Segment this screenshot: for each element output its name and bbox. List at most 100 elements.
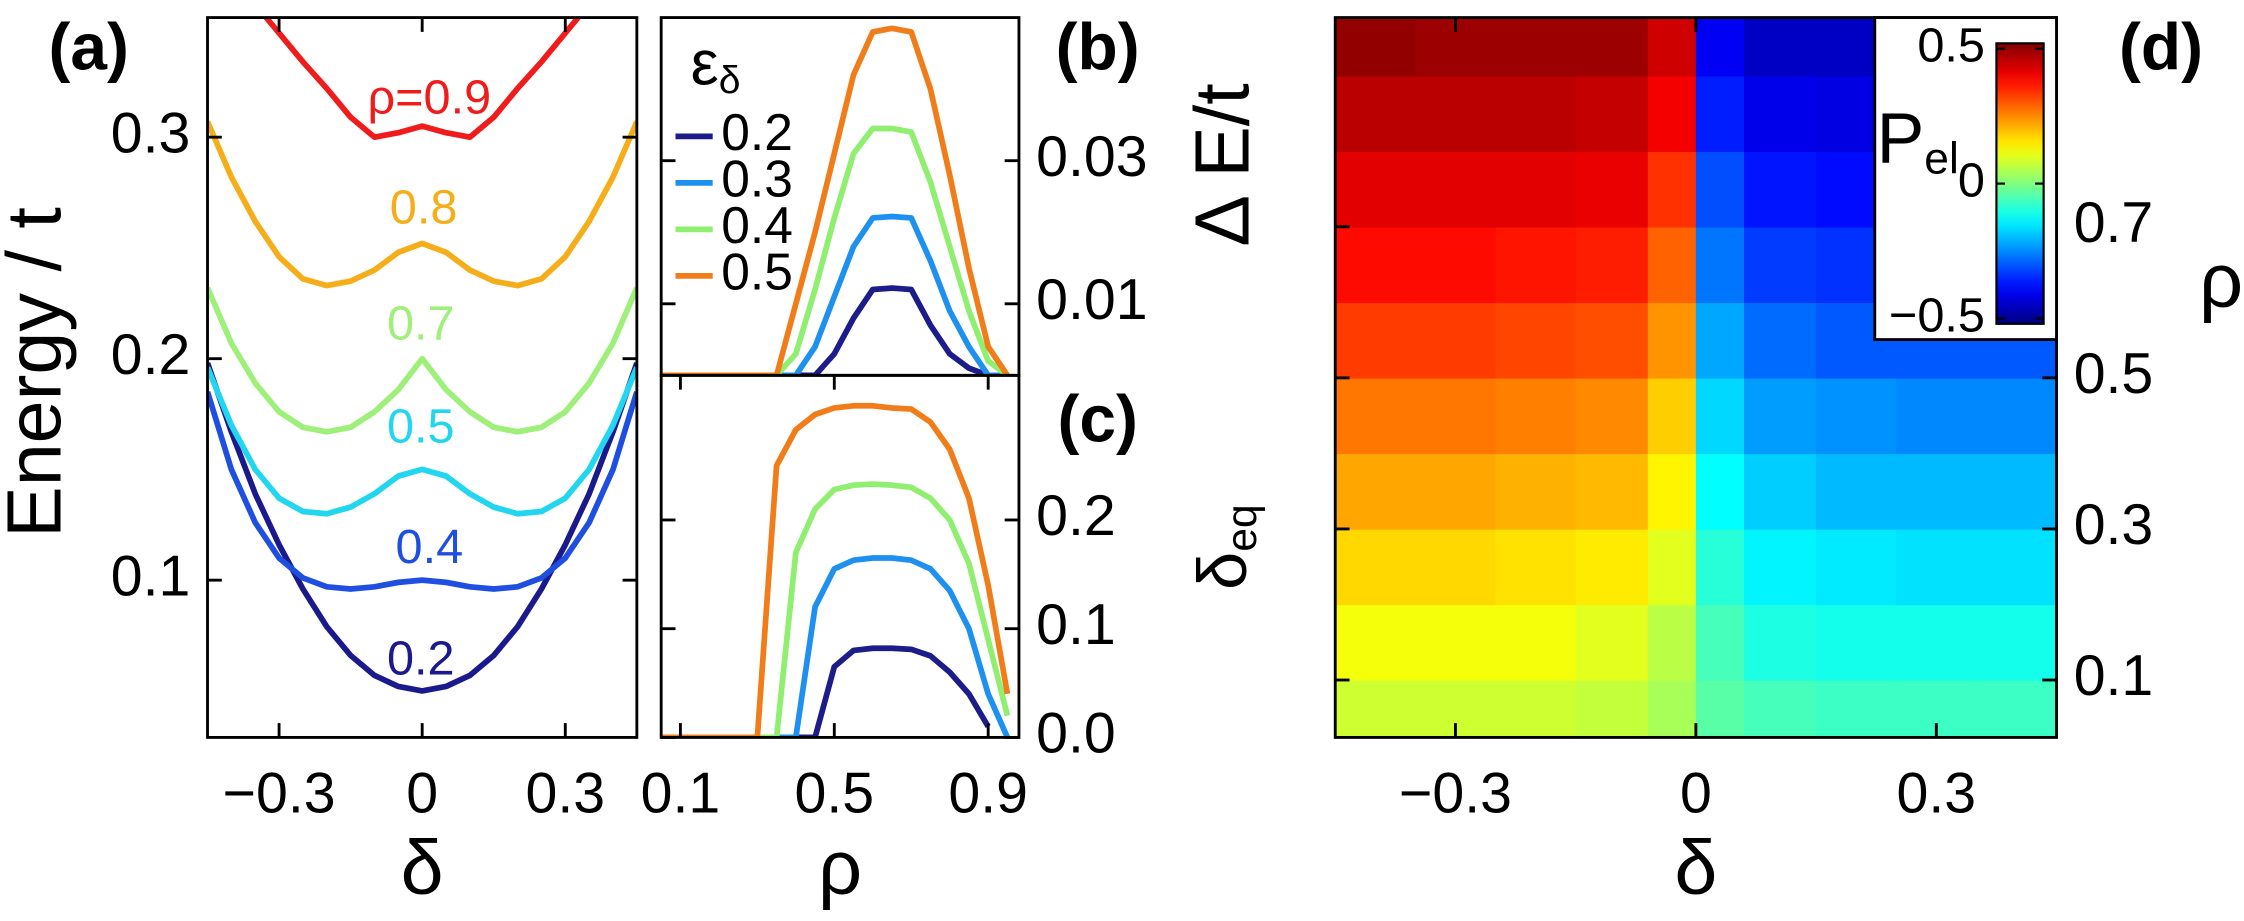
panel-label: (b)	[1056, 9, 1140, 83]
heat-cell	[1575, 226, 1649, 304]
heat-cell	[1743, 604, 1817, 681]
x-tick-label: 0.1	[641, 762, 721, 826]
heat-cell	[1575, 453, 1649, 530]
y-tick-label: 0.1	[111, 544, 191, 608]
heat-cell	[1415, 302, 1497, 379]
legend-title-main: ε	[691, 28, 719, 98]
heat-cell	[1695, 226, 1745, 304]
x-tick-label: 0.9	[948, 762, 1028, 826]
heat-cell	[1743, 226, 1817, 304]
heat-cell	[1335, 528, 1417, 606]
x-tick-label: 0.5	[795, 762, 875, 826]
y-tick-label: 0.2	[1036, 484, 1116, 548]
heat-cell	[1575, 302, 1649, 379]
panel-label: (a)	[49, 9, 129, 83]
heat-cell	[1575, 151, 1649, 228]
x-tick-label: −0.3	[1399, 762, 1512, 826]
heat-cell	[1647, 75, 1697, 152]
heat-cell	[1495, 453, 1577, 530]
x-axis-label: δ	[401, 825, 444, 911]
y-tick-label: 0.3	[111, 101, 191, 165]
heat-cell	[1743, 680, 1817, 738]
line	[661, 125, 1010, 376]
heat-cell	[1743, 528, 1817, 606]
heat-cell	[1896, 604, 1978, 681]
heat-cell	[1415, 226, 1497, 304]
heat-cell	[1976, 528, 2057, 606]
y-tick-label: 0.3	[2074, 493, 2154, 557]
y-tick-label: 0.01	[1036, 268, 1147, 332]
y-tick-label: 0.2	[111, 323, 191, 387]
y-axis-label: Energy / t	[0, 207, 77, 538]
heat-cell	[1743, 17, 1817, 77]
heat-cell	[1743, 377, 1817, 455]
line	[661, 402, 1011, 738]
x-tick-label: 0	[1680, 762, 1712, 826]
heat-cell	[1647, 17, 1697, 77]
line	[661, 481, 1011, 738]
heat-cell	[1816, 528, 1897, 606]
line	[207, 391, 637, 592]
x-tick-label: 0	[406, 762, 438, 826]
heat-cell	[1816, 604, 1897, 681]
x-axis-label: ρ	[818, 825, 862, 911]
heat-cell	[1647, 604, 1697, 681]
heat-cell	[1695, 528, 1745, 606]
heat-cell	[1495, 680, 1577, 738]
axes-frame	[659, 373, 1021, 739]
heat-cell	[1695, 17, 1745, 77]
heat-cell	[1976, 453, 2057, 530]
line	[661, 285, 1008, 376]
panel-label: (c)	[1057, 381, 1137, 455]
heat-cell	[1335, 453, 1417, 530]
line	[207, 286, 637, 435]
heat-cell	[1575, 604, 1649, 681]
y-axis-label: Δ E/t	[1179, 83, 1265, 246]
heat-cell	[1495, 75, 1577, 152]
heat-cell	[1976, 680, 2057, 738]
heat-cell	[1647, 528, 1697, 606]
heat-cell	[1335, 680, 1417, 738]
heat-cell	[1647, 226, 1697, 304]
heat-cell	[1415, 17, 1497, 77]
y-axis-label-main: δ	[1184, 552, 1261, 590]
heat-cell	[1695, 680, 1745, 738]
heat-cell	[1335, 604, 1417, 681]
y-tick-label: 0.0	[1036, 702, 1116, 766]
x-tick-label: −0.3	[223, 762, 336, 826]
y-tick-label: 0.03	[1036, 125, 1147, 189]
curve-label: 0.4	[396, 520, 464, 574]
heat-cell	[1335, 75, 1417, 152]
legend-label: 0.3	[721, 149, 793, 207]
curve-label: 0.5	[387, 400, 455, 454]
curve-label: 0.2	[387, 631, 455, 685]
line	[661, 555, 1011, 738]
heat-cell	[1976, 377, 2057, 455]
heat-cell	[1335, 302, 1417, 379]
y-tick-label: 0.5	[2074, 342, 2154, 406]
legend-title: εδ	[691, 28, 741, 102]
heat-cell	[1647, 302, 1697, 379]
legend-title-sub: δ	[719, 60, 741, 103]
line	[661, 213, 1008, 376]
heat-cell	[1495, 604, 1577, 681]
heat-cell	[1647, 680, 1697, 738]
heat-cell	[1976, 604, 2057, 681]
colorbar-tick-label: −0.5	[1889, 288, 1985, 342]
heat-cell	[1647, 377, 1697, 455]
colorbar-label: Pel	[1877, 98, 1959, 183]
heat-cell	[1743, 453, 1817, 530]
heat-cell	[1743, 75, 1817, 152]
line	[661, 25, 1010, 376]
heat-cell	[1335, 226, 1417, 304]
y-axis-label: δeq	[1184, 504, 1266, 590]
heat-cell	[1743, 151, 1817, 228]
curve-label: 0.7	[387, 297, 455, 351]
heat-cell	[1335, 151, 1417, 228]
colorbar-label-sub: el	[1924, 134, 1959, 183]
heat-cell	[1495, 151, 1577, 228]
legend-label: 0.4	[721, 196, 793, 254]
heat-cell	[1335, 17, 1417, 77]
heat-cell	[1743, 302, 1817, 379]
